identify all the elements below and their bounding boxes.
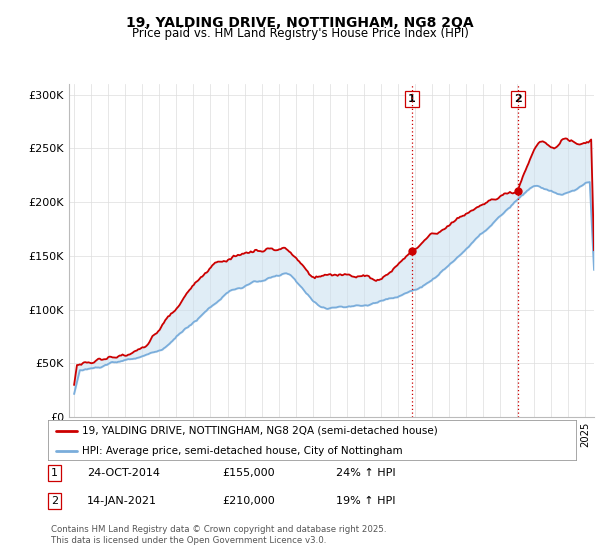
Text: 1: 1 [408,94,416,104]
Text: 19% ↑ HPI: 19% ↑ HPI [336,496,395,506]
Text: 24% ↑ HPI: 24% ↑ HPI [336,468,395,478]
Text: Price paid vs. HM Land Registry's House Price Index (HPI): Price paid vs. HM Land Registry's House … [131,27,469,40]
Text: 2: 2 [514,94,522,104]
Text: 14-JAN-2021: 14-JAN-2021 [87,496,157,506]
Text: 2: 2 [51,496,58,506]
Text: 19, YALDING DRIVE, NOTTINGHAM, NG8 2QA: 19, YALDING DRIVE, NOTTINGHAM, NG8 2QA [126,16,474,30]
Text: 24-OCT-2014: 24-OCT-2014 [87,468,160,478]
Text: HPI: Average price, semi-detached house, City of Nottingham: HPI: Average price, semi-detached house,… [82,446,403,456]
Text: 19, YALDING DRIVE, NOTTINGHAM, NG8 2QA (semi-detached house): 19, YALDING DRIVE, NOTTINGHAM, NG8 2QA (… [82,426,438,436]
Text: £210,000: £210,000 [222,496,275,506]
Text: £155,000: £155,000 [222,468,275,478]
Text: Contains HM Land Registry data © Crown copyright and database right 2025.
This d: Contains HM Land Registry data © Crown c… [51,525,386,545]
Text: 1: 1 [51,468,58,478]
